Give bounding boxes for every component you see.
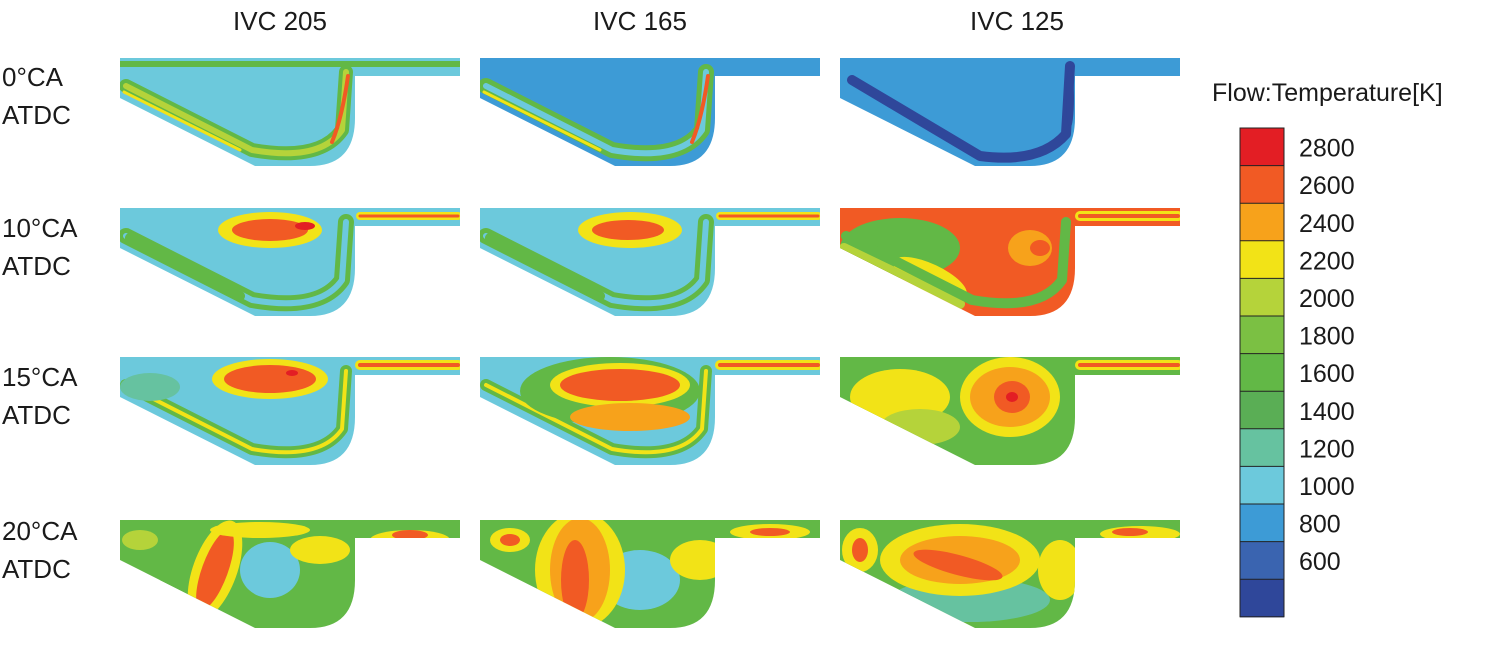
legend-tick-label: 1800 [1299,323,1355,351]
legend-swatch [1240,504,1284,543]
legend-tick-label: 1400 [1299,398,1355,426]
column-title-ivc-125: IVC 125 [970,6,1064,36]
temperature-legend: Flow:Temperature[K] 2800 2600 2400 2200 2000… [1212,79,1443,618]
legend-tick-label: 600 [1299,548,1341,576]
row-label-0-ref: ATDC [2,100,71,130]
legend-tick-label: 2400 [1299,210,1355,238]
column-titles: IVC 205 IVC 165 IVC 125 [233,6,1064,36]
contour-panel-r2-c2 [840,357,1180,465]
contour-panel-r3-c0 [120,520,460,628]
legend-tick-label: 1200 [1299,435,1355,463]
legend-color-bar [1239,127,1285,618]
legend-swatch [1240,240,1284,279]
legend-title: Flow:Temperature[K] [1212,79,1443,107]
legend-tick-label: 2200 [1299,247,1355,275]
contour-panel-r2-c1 [480,357,820,465]
legend-frame [1239,127,1285,618]
contour-panel-r3-c2 [840,520,1180,628]
legend-tick-label: 2000 [1299,285,1355,313]
legend-tick-label: 2800 [1299,135,1355,163]
contour-panel-r2-c0 [120,357,460,465]
contour-panel-r1-c2 [840,208,1180,316]
row-label-0-angle: 0°CA [2,62,64,92]
row-labels: 0°CA ATDC 10°CA ATDC 15°CA ATDC 20°CA AT… [2,62,78,584]
legend-swatch [1240,128,1284,167]
legend-swatch [1240,428,1284,467]
row-label-1-angle: 10°CA [2,213,78,243]
legend-tick-label: 800 [1299,511,1341,539]
column-title-ivc-165: IVC 165 [593,6,687,36]
row-label-3-angle: 20°CA [2,516,78,546]
legend-swatch [1240,466,1284,505]
legend-tick-labels: 2800 2600 2400 2200 2000 1800 1600 1400 1200 1000… [1299,135,1355,577]
legend-tick-label: 1600 [1299,360,1355,388]
legend-swatch [1240,353,1284,392]
legend-swatch [1240,391,1284,430]
legend-swatch [1240,165,1284,204]
contour-panel-r1-c1 [480,208,820,316]
contour-panel-r0-c1 [480,58,820,166]
contour-panel-grid [120,58,1180,628]
contour-panel-r0-c2 [840,58,1180,166]
legend-swatch [1240,278,1284,317]
legend-swatch [1240,203,1284,242]
row-label-2-ref: ATDC [2,400,71,430]
column-title-ivc-205: IVC 205 [233,6,327,36]
row-label-2-angle: 15°CA [2,362,78,392]
contour-panel-r1-c0 [120,208,460,316]
legend-swatch [1240,579,1284,618]
legend-swatch [1240,541,1284,580]
row-label-1-ref: ATDC [2,251,71,281]
legend-tick-label: 1000 [1299,473,1355,501]
legend-tick-label: 2600 [1299,172,1355,200]
contour-panel-r0-c0 [120,58,460,166]
contour-panel-r3-c1 [480,520,820,628]
row-label-3-ref: ATDC [2,554,71,584]
legend-swatch [1240,316,1284,355]
